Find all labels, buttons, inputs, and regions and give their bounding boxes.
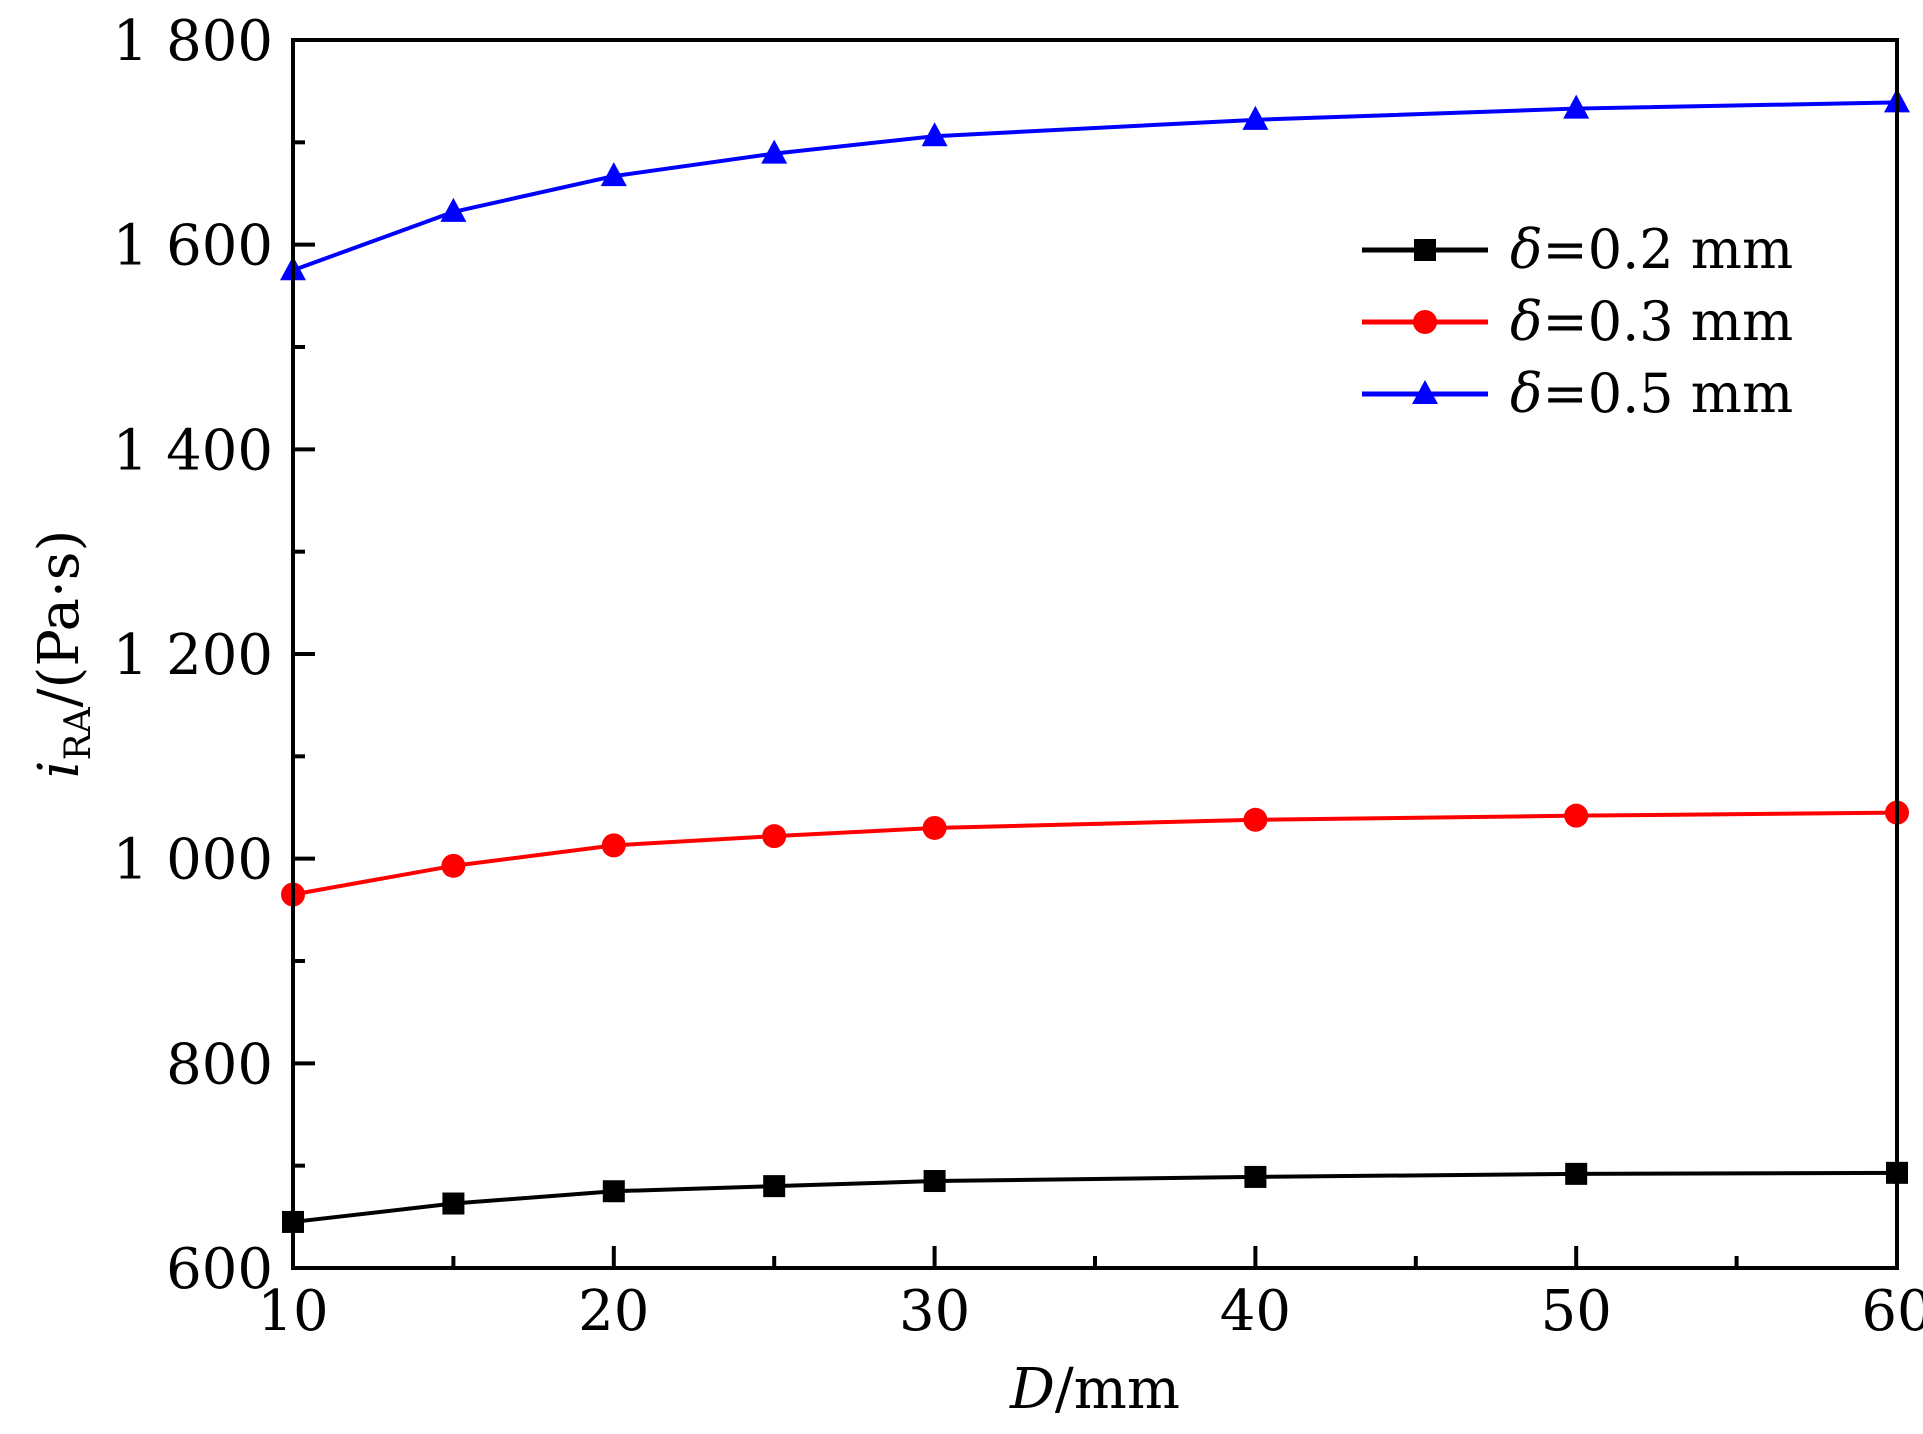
data-point — [1565, 1162, 1588, 1185]
data-point — [441, 853, 466, 878]
plot-frame — [291, 38, 1899, 1270]
data-point — [442, 1192, 465, 1215]
legend-label-symbol: δ — [1510, 290, 1543, 353]
y-tick-label: 1 400 — [113, 418, 273, 483]
data-point — [440, 197, 467, 222]
y-tick-label: 600 — [166, 1237, 273, 1302]
x-axis-title: D/mm — [1009, 1357, 1180, 1422]
legend-label-value: =0.5 mm — [1543, 362, 1794, 425]
y-axis-title-italic: i — [27, 760, 92, 778]
data-point — [1244, 1165, 1267, 1188]
data-point — [763, 1175, 786, 1198]
legend-label: δ=0.5 mm — [1510, 362, 1793, 425]
data-point — [602, 1180, 625, 1203]
x-tick-label: 30 — [899, 1279, 970, 1344]
y-tick-label: 1 000 — [113, 828, 273, 893]
data-point — [762, 824, 787, 849]
legend-label: δ=0.2 mm — [1510, 218, 1793, 281]
legend-item: δ=0.5 mm — [1362, 362, 1793, 425]
legend: δ=0.2 mmδ=0.3 mmδ=0.5 mm — [1362, 218, 1793, 425]
y-tick-label: 1 800 — [113, 9, 273, 74]
series-line — [292, 100, 1898, 273]
legend-label-value: =0.3 mm — [1543, 290, 1794, 353]
data-point — [922, 815, 947, 840]
x-tick-label: 50 — [1541, 1279, 1612, 1344]
data-point — [1564, 803, 1589, 828]
y-axis-title: iRA/(Pa·s) — [27, 530, 99, 779]
series-line — [292, 810, 1898, 897]
legend-item: δ=0.3 mm — [1362, 290, 1793, 353]
legend-label: δ=0.3 mm — [1510, 290, 1793, 353]
series-3 — [280, 88, 1910, 281]
legend-marker — [1412, 380, 1438, 404]
legend-item: δ=0.2 mm — [1362, 218, 1793, 281]
y-tick-label: 800 — [166, 1032, 273, 1097]
data-point — [601, 833, 626, 858]
data-point — [761, 139, 788, 164]
x-tick-label: 10 — [257, 1279, 328, 1344]
x-axis-title-italic: D — [1009, 1357, 1055, 1422]
series-layer — [280, 88, 1910, 1233]
data-point — [923, 1170, 946, 1193]
data-point — [600, 162, 627, 187]
series-line — [292, 1170, 1898, 1224]
x-tick-label: 60 — [1861, 1279, 1923, 1344]
legend-marker — [1414, 239, 1436, 261]
series-2 — [281, 800, 1909, 907]
data-point — [1563, 94, 1590, 119]
data-point — [1243, 807, 1268, 832]
y-axis-title-subscript: RA — [58, 706, 99, 760]
y-axis-title-unit: /(Pa·s) — [27, 530, 92, 708]
legend-label-value: =0.2 mm — [1543, 218, 1794, 281]
legend-label-symbol: δ — [1510, 218, 1543, 281]
x-tick-label: 20 — [578, 1279, 649, 1344]
data-point — [921, 122, 948, 147]
x-tick-label: 40 — [1220, 1279, 1291, 1344]
legend-marker — [1413, 310, 1437, 334]
data-point — [1242, 105, 1269, 130]
legend-label-symbol: δ — [1510, 362, 1543, 425]
series-1 — [282, 1161, 1908, 1233]
y-tick-label: 1 600 — [113, 214, 273, 279]
y-tick-label: 1 200 — [113, 623, 273, 688]
x-axis-title-unit: /mm — [1055, 1357, 1180, 1422]
tick-labels: 10 20 30 40 50 60 600 800 1 000 1 200 1 400 1 600 1 … — [113, 9, 1923, 1344]
